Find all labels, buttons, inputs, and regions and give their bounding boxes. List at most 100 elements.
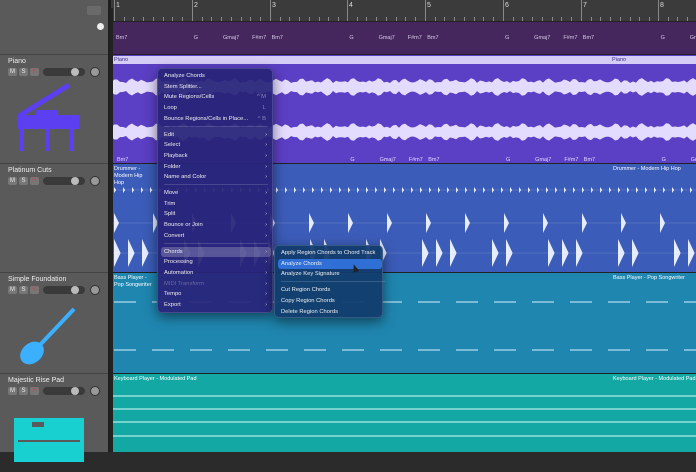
menu-item-trim[interactable]: Trim› xyxy=(161,199,271,209)
track-header[interactable]: Platinum Cuts MSR xyxy=(0,163,108,272)
ruler-tick xyxy=(571,17,572,21)
track-name[interactable]: Piano xyxy=(8,58,26,65)
menu-item-convert[interactable]: Convert› xyxy=(161,231,271,241)
pan-knob[interactable] xyxy=(90,285,100,295)
menu-item-stem-splitter[interactable]: Stem Splitter... xyxy=(161,82,271,92)
record-button[interactable]: R xyxy=(30,177,39,185)
playhead[interactable] xyxy=(110,8,113,452)
solo-button[interactable]: S xyxy=(19,286,28,294)
menu-item-loop[interactable]: LoopL xyxy=(161,103,271,113)
volume-knob[interactable] xyxy=(71,177,79,185)
ruler-tick xyxy=(591,17,592,21)
chord-label[interactable]: F#m7 xyxy=(252,35,266,41)
ruler-tick xyxy=(610,17,611,21)
solo-button[interactable]: S xyxy=(19,177,28,185)
ruler-tick xyxy=(552,17,553,21)
menu-item-automation[interactable]: Automation› xyxy=(161,268,271,278)
menu-item-analyze-key-signature[interactable]: Analyze Key Signature xyxy=(278,269,382,279)
ruler-tick xyxy=(386,17,387,21)
mute-button[interactable]: M xyxy=(8,177,17,185)
region[interactable]: Keyboard Player - Modulated Pad Keyboard … xyxy=(111,373,696,452)
region-name-right[interactable]: Piano xyxy=(612,57,626,63)
track-header[interactable]: Simple Foundation MSR xyxy=(0,272,108,373)
menu-item-edit[interactable]: Edit› xyxy=(161,130,271,140)
solo-button[interactable]: S xyxy=(19,387,28,395)
chevron-right-icon: › xyxy=(265,209,267,219)
menu-item-tempo[interactable]: Tempo› xyxy=(161,289,271,299)
menu-item-processing[interactable]: Processing› xyxy=(161,257,271,267)
volume-knob[interactable] xyxy=(71,387,79,395)
drum-hit xyxy=(519,187,521,193)
chord-label[interactable]: F#m7 xyxy=(563,35,577,41)
chord-label[interactable]: G xyxy=(349,35,353,41)
menu-item-folder[interactable]: Folder› xyxy=(161,162,271,172)
volume-slider[interactable] xyxy=(43,177,85,185)
chord-label[interactable]: Gmaj7 xyxy=(379,35,395,41)
track-name[interactable]: Majestic Rise Pad xyxy=(8,377,64,384)
mute-button[interactable]: M xyxy=(8,68,17,76)
menu-item-mute-regions-cells[interactable]: Mute Regions/Cells^ M xyxy=(161,92,271,102)
record-button[interactable]: R xyxy=(30,68,39,76)
mute-button[interactable]: M xyxy=(8,286,17,294)
menu-item-analyze-chords[interactable]: Analyze Chords xyxy=(161,71,271,81)
menu-shortcut: L xyxy=(263,103,266,113)
track-name[interactable]: Platinum Cuts xyxy=(8,167,52,174)
region-name[interactable]: Keyboard Player - Modulated Pad xyxy=(114,376,197,382)
chord-label[interactable]: G xyxy=(194,35,198,41)
pan-knob[interactable] xyxy=(90,386,100,396)
pan-knob[interactable] xyxy=(90,176,100,186)
region-name-right[interactable]: Bass Player - Pop Songwriter xyxy=(613,275,685,281)
chord-label[interactable]: Bm7 xyxy=(583,35,594,41)
menu-item-select[interactable]: Select› xyxy=(161,140,271,150)
menu-item-name-and-color[interactable]: Name and Color› xyxy=(161,172,271,182)
chord-label[interactable]: Gmaj7 xyxy=(223,35,239,41)
chord-label[interactable]: Bm7 xyxy=(116,35,127,41)
menu-item-move[interactable]: Move› xyxy=(161,188,271,198)
menu-item-bounce-or-join[interactable]: Bounce or Join› xyxy=(161,220,271,230)
volume-slider[interactable] xyxy=(43,286,85,294)
region-name-right[interactable]: Drummer - Modern Hip Hop xyxy=(613,166,681,172)
ruler-tick xyxy=(133,17,134,21)
ruler-tick xyxy=(405,17,406,21)
record-button[interactable]: R xyxy=(30,286,39,294)
chord-track[interactable]: Bm7 G Gmaj7 F#m7 Bm7 G Gmaj7 F#m7 Bm7 G Gmaj7 F#m7 B… xyxy=(111,22,696,54)
region-name[interactable]: Bass Player - Pop Songwriter xyxy=(114,275,154,289)
chord-label[interactable]: G xyxy=(505,35,509,41)
mute-button[interactable]: M xyxy=(8,387,17,395)
solo-button[interactable]: S xyxy=(19,68,28,76)
region-header[interactable] xyxy=(111,56,696,64)
chord-track-add-icon[interactable] xyxy=(97,23,104,30)
record-button[interactable]: R xyxy=(30,387,39,395)
track-header[interactable]: Piano MSR xyxy=(0,54,108,163)
track-name[interactable]: Simple Foundation xyxy=(8,276,66,283)
menu-item-cut-region-chords[interactable]: Cut Region Chords xyxy=(278,285,382,295)
menu-item-copy-region-chords[interactable]: Copy Region Chords xyxy=(278,296,382,306)
track-header[interactable]: Majestic Rise Pad MSR xyxy=(0,373,108,452)
ruler-tick xyxy=(221,17,222,21)
menu-item-bounce-regions-cells-in-place[interactable]: Bounce Regions/Cells in Place...^ B xyxy=(161,114,271,124)
volume-slider[interactable] xyxy=(43,68,85,76)
menu-item-chords[interactable]: Chords› xyxy=(161,247,271,257)
pan-knob[interactable] xyxy=(90,67,100,77)
region-name-right[interactable]: Keyboard Player - Modulated Pad xyxy=(613,376,696,382)
region-name[interactable]: Piano xyxy=(114,57,128,63)
menu-item-analyze-chords[interactable]: Analyze Chords xyxy=(278,259,382,269)
menu-item-apply-region-chords-to-chord-track[interactable]: Apply Region Chords to Chord Track xyxy=(278,248,382,258)
menu-item-delete-region-chords[interactable]: Delete Region Chords xyxy=(278,307,382,317)
region-name[interactable]: Drummer - Modern Hip Hop xyxy=(114,166,154,187)
volume-knob[interactable] xyxy=(71,286,79,294)
menu-item-playback[interactable]: Playback› xyxy=(161,151,271,161)
bar-ruler[interactable]: 12345678 xyxy=(111,0,696,22)
chord-label[interactable]: Bm7 xyxy=(272,35,283,41)
menu-item-export[interactable]: Export› xyxy=(161,300,271,310)
chord-label[interactable]: Gmaj7 xyxy=(690,35,696,41)
chord-label[interactable]: Gmaj7 xyxy=(534,35,550,41)
track-view-button[interactable] xyxy=(87,6,101,15)
chord-label[interactable]: Bm7 xyxy=(427,35,438,41)
chord-label[interactable]: G xyxy=(661,35,665,41)
menu-item-split[interactable]: Split› xyxy=(161,209,271,219)
volume-slider[interactable] xyxy=(43,387,85,395)
menu-item-label: Trim xyxy=(164,201,175,207)
chord-label[interactable]: F#m7 xyxy=(408,35,422,41)
volume-knob[interactable] xyxy=(71,68,79,76)
